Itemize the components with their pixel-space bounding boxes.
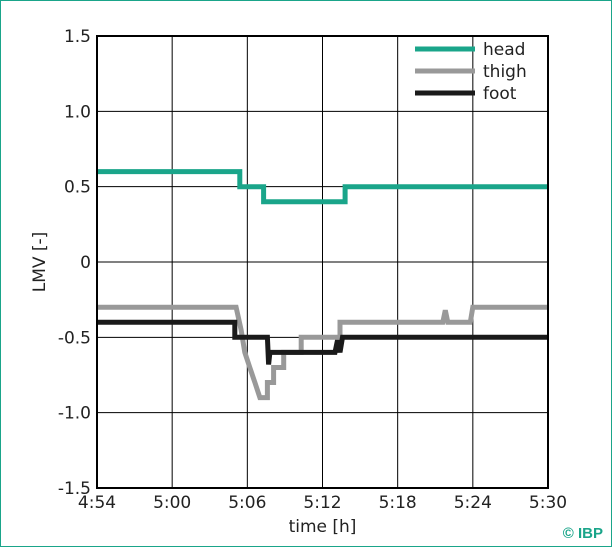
plot-border: [96, 35, 549, 489]
y-axis-label: LMV [-]: [30, 232, 50, 293]
x-tick-label: 5:12: [303, 493, 341, 513]
y-tick-label: 1.0: [64, 102, 91, 122]
x-axis-label: time [h]: [289, 517, 357, 537]
series-line-head: [97, 169, 548, 205]
x-tick-label: 4:54: [78, 493, 116, 513]
series-line-thigh: [97, 304, 548, 401]
grid: [96, 35, 549, 489]
y-tick-label: 0.5: [64, 178, 91, 198]
series-lines: [97, 169, 548, 401]
x-tick-label: 5:30: [529, 493, 567, 513]
legend-label-head: head: [483, 40, 525, 60]
y-tick-label: 1.5: [64, 27, 91, 47]
y-tick-label: -1.0: [58, 404, 91, 424]
x-tick-label: 5:06: [228, 493, 266, 513]
series-line-foot: [97, 319, 548, 365]
x-tick-label: 5:24: [454, 493, 492, 513]
y-tick-label: -1.5: [58, 479, 91, 499]
copyright-label: © IBP: [562, 525, 603, 542]
x-tick-label: 5:18: [379, 493, 417, 513]
y-tick-label: 0: [80, 253, 91, 273]
y-tick-label: -0.5: [58, 328, 91, 348]
legend-label-thigh: thigh: [483, 62, 527, 82]
tick-labels: 4:54 5:00 5:06 5:12 5:18 5:24 5:30 1.5 1.0 0.5 0 -0…: [58, 27, 567, 513]
legend-label-foot: foot: [483, 84, 517, 104]
x-tick-label: 5:00: [153, 493, 191, 513]
